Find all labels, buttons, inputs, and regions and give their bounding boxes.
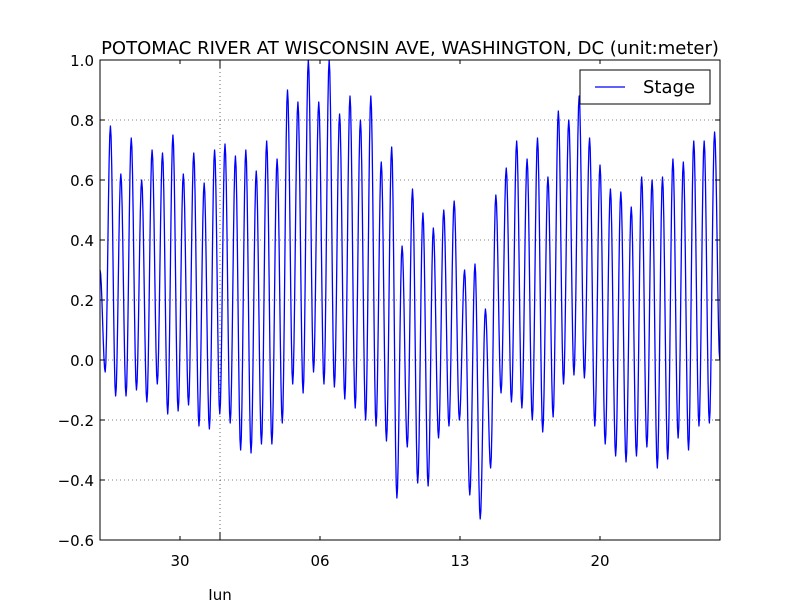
x-tick-label: 13 [450,552,469,570]
y-tick-label: −0.2 [58,412,94,430]
legend-label-stage: Stage [643,77,695,98]
x-axis: 30 06 13 20 Jun [170,60,610,600]
y-tick-label: 0.4 [70,232,94,250]
x-tick-label: 30 [170,552,189,570]
y-tick-label: 0.8 [70,112,94,130]
y-tick-label: 0.0 [70,352,94,370]
series-line-stage [99,59,721,520]
y-axis: −0.6 −0.4 −0.2 0.0 0.2 0.4 0.6 0.8 1.0 [58,52,720,550]
chart-title: POTOMAC RIVER AT WISCONSIN AVE, WASHINGT… [101,38,719,59]
x-major-label: Jun [207,586,231,600]
y-tick-label: 0.2 [70,292,94,310]
y-tick-label: 1.0 [70,52,94,70]
y-tick-label: 0.6 [70,172,94,190]
x-tick-label: 06 [310,552,329,570]
x-tick-label: 20 [590,552,609,570]
y-tick-label: −0.6 [58,532,94,550]
series-layer [99,59,721,520]
y-tick-label: −0.4 [58,472,94,490]
legend: Stage [579,69,711,105]
